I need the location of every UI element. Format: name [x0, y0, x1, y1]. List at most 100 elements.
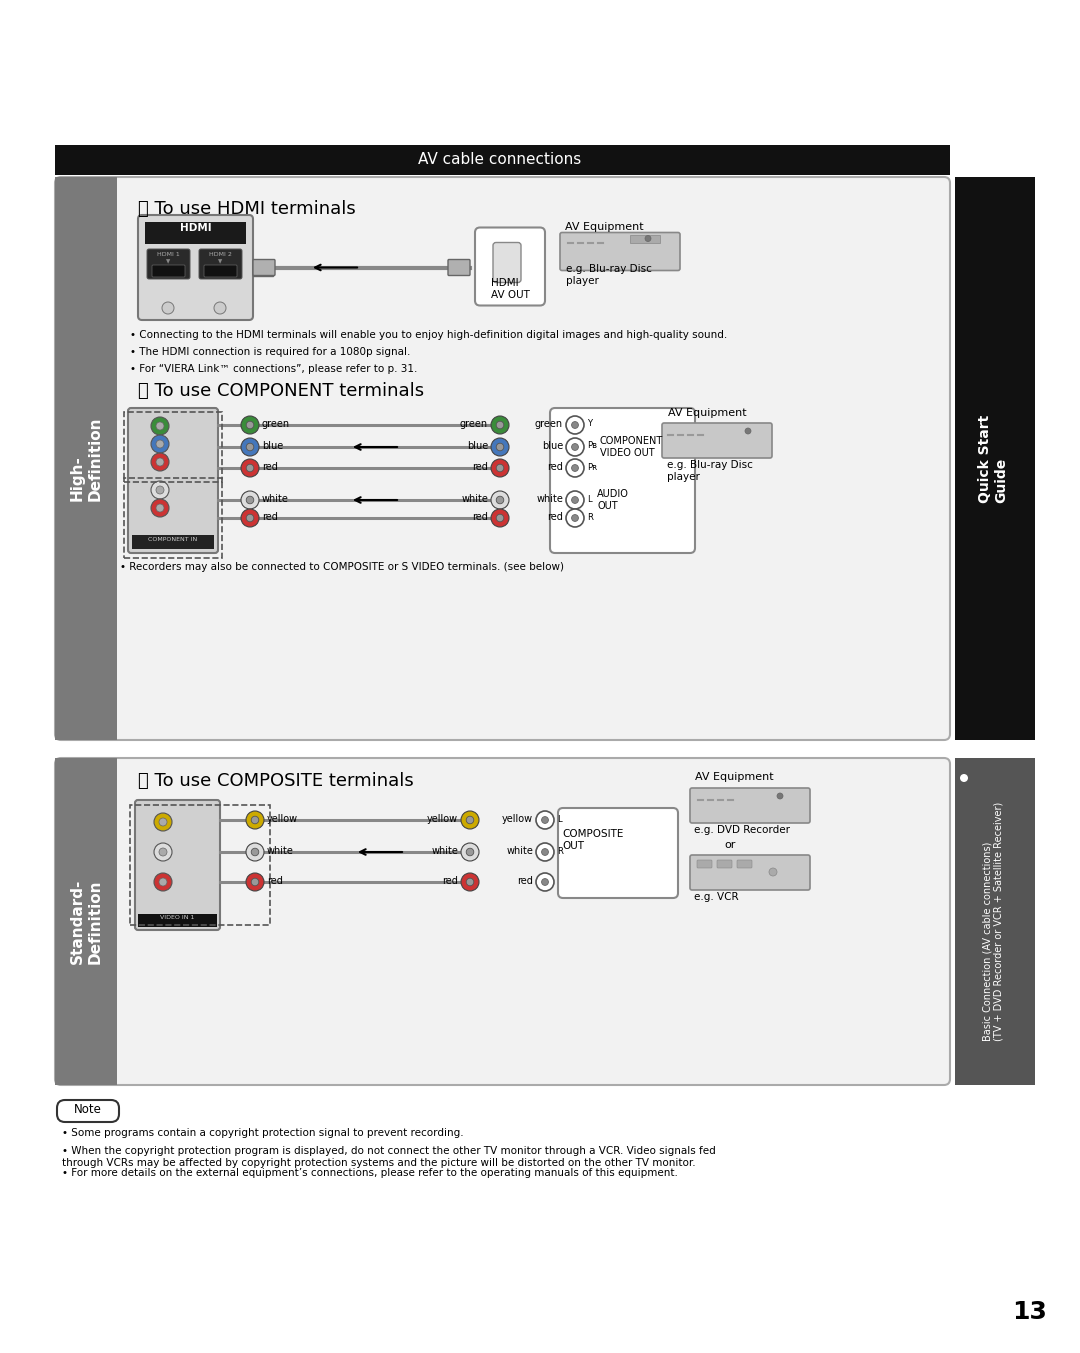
Text: Pʙ: Pʙ: [588, 441, 597, 451]
FancyBboxPatch shape: [253, 260, 275, 276]
Text: HDMI: HDMI: [179, 223, 212, 233]
Bar: [124, 413, 222, 482]
Bar: [55, 758, 117, 1085]
Circle shape: [156, 459, 164, 465]
FancyBboxPatch shape: [550, 409, 696, 553]
Text: white: white: [536, 494, 563, 505]
Circle shape: [246, 873, 264, 892]
Text: green: green: [535, 419, 563, 429]
Text: L: L: [557, 815, 562, 824]
Circle shape: [496, 514, 503, 522]
Circle shape: [151, 453, 168, 471]
Circle shape: [241, 438, 259, 456]
FancyBboxPatch shape: [717, 861, 732, 869]
FancyBboxPatch shape: [690, 855, 810, 890]
Text: • Connecting to the HDMI terminals will enable you to enjoy high-definition digi: • Connecting to the HDMI terminals will …: [130, 330, 727, 340]
Text: Ⓒ To use COMPOSITE terminals: Ⓒ To use COMPOSITE terminals: [138, 773, 414, 790]
Circle shape: [246, 497, 254, 503]
Circle shape: [496, 421, 503, 429]
Circle shape: [745, 428, 751, 434]
Circle shape: [571, 514, 579, 521]
Circle shape: [566, 509, 584, 528]
Text: white: white: [461, 494, 488, 505]
Text: R: R: [588, 513, 593, 521]
Circle shape: [151, 499, 168, 517]
Text: • The HDMI connection is required for a 1080p signal.: • The HDMI connection is required for a …: [130, 346, 410, 357]
FancyBboxPatch shape: [204, 265, 237, 277]
Circle shape: [467, 816, 474, 824]
Circle shape: [541, 817, 549, 824]
Circle shape: [566, 438, 584, 456]
Text: red: red: [442, 875, 458, 886]
FancyBboxPatch shape: [138, 215, 253, 321]
Circle shape: [566, 459, 584, 478]
Circle shape: [246, 810, 264, 829]
FancyBboxPatch shape: [737, 861, 752, 869]
Text: red: red: [472, 461, 488, 472]
Circle shape: [541, 848, 549, 855]
Bar: [253, 260, 273, 276]
Circle shape: [769, 869, 777, 875]
Text: Note: Note: [75, 1103, 102, 1116]
Text: blue: blue: [467, 441, 488, 451]
Circle shape: [571, 497, 579, 503]
Circle shape: [214, 302, 226, 314]
Text: Standard-
Definition: Standard- Definition: [70, 879, 103, 965]
FancyBboxPatch shape: [558, 808, 678, 898]
Circle shape: [159, 819, 167, 825]
Circle shape: [536, 873, 554, 892]
Text: red: red: [517, 875, 534, 886]
Bar: [145, 222, 246, 244]
Circle shape: [151, 482, 168, 499]
Circle shape: [252, 816, 259, 824]
Circle shape: [246, 444, 254, 451]
Text: e.g. Blu-ray Disc
player: e.g. Blu-ray Disc player: [667, 460, 753, 482]
Circle shape: [491, 438, 509, 456]
Circle shape: [566, 415, 584, 434]
Circle shape: [536, 843, 554, 861]
Circle shape: [159, 848, 167, 856]
Text: AV cable connections: AV cable connections: [418, 153, 582, 168]
Text: High-
Definition: High- Definition: [70, 417, 103, 501]
Circle shape: [154, 843, 172, 861]
Circle shape: [571, 444, 579, 451]
FancyBboxPatch shape: [475, 227, 545, 306]
Circle shape: [491, 415, 509, 434]
Text: AV Equipment: AV Equipment: [669, 409, 746, 418]
Circle shape: [154, 873, 172, 892]
Text: AUDIO
OUT: AUDIO OUT: [597, 490, 629, 511]
Circle shape: [246, 421, 254, 429]
Circle shape: [496, 497, 503, 503]
Text: HDMI
AV OUT: HDMI AV OUT: [490, 277, 529, 299]
Circle shape: [162, 302, 174, 314]
Bar: [955, 758, 1035, 1085]
Bar: [55, 177, 117, 740]
Circle shape: [541, 878, 549, 885]
Text: Basic Connection (AV cable connections)
(TV + DVD Recorder or VCR + Satellite Re: Basic Connection (AV cable connections) …: [982, 802, 1003, 1040]
Text: e.g. DVD Recorder: e.g. DVD Recorder: [694, 825, 789, 835]
Text: or: or: [725, 840, 735, 850]
FancyBboxPatch shape: [129, 409, 218, 553]
Text: AV Equipment: AV Equipment: [696, 773, 773, 782]
Circle shape: [461, 843, 480, 861]
FancyBboxPatch shape: [135, 800, 220, 930]
Text: yellow: yellow: [267, 815, 298, 824]
Circle shape: [571, 464, 579, 471]
Text: white: white: [507, 846, 534, 856]
Circle shape: [496, 464, 503, 472]
Text: red: red: [262, 461, 278, 472]
Bar: [55, 145, 950, 175]
Text: e.g. Blu-ray Disc
player: e.g. Blu-ray Disc player: [566, 264, 652, 285]
Bar: [630, 234, 660, 242]
FancyBboxPatch shape: [448, 260, 470, 276]
Text: white: white: [267, 846, 294, 856]
Circle shape: [241, 509, 259, 528]
Circle shape: [491, 459, 509, 478]
Circle shape: [246, 514, 254, 522]
Text: blue: blue: [542, 441, 563, 451]
FancyBboxPatch shape: [147, 249, 190, 279]
FancyBboxPatch shape: [55, 758, 950, 1085]
Circle shape: [156, 440, 164, 448]
Circle shape: [252, 878, 259, 886]
Text: green: green: [262, 419, 291, 429]
